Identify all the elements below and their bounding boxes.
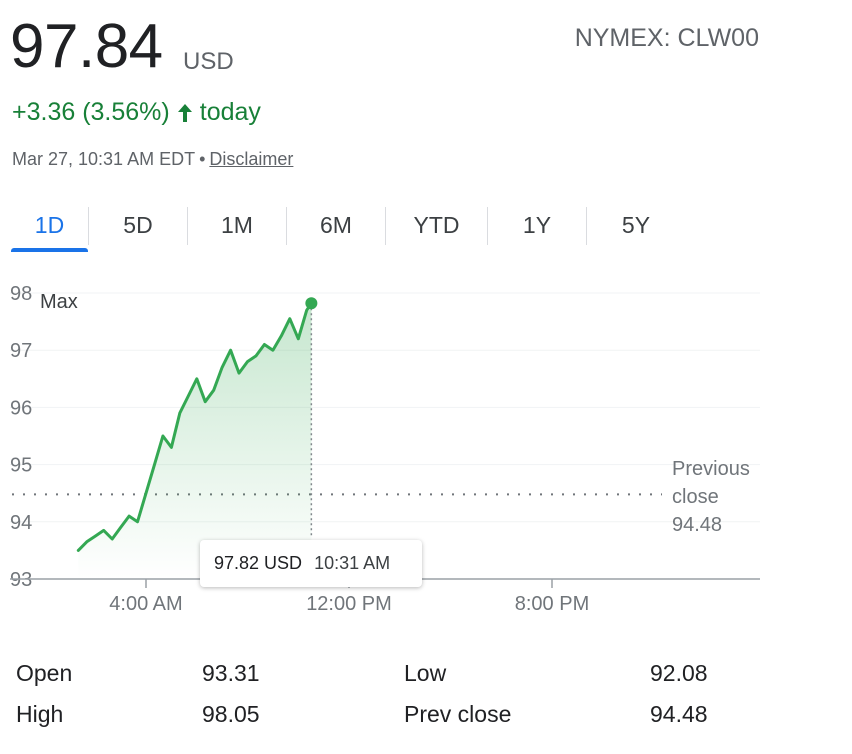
separator-dot: • xyxy=(199,149,206,169)
max-label: Max xyxy=(40,291,78,313)
tab-ytd[interactable]: YTD xyxy=(413,211,460,238)
stat-prev-close-label: Prev close xyxy=(404,701,512,727)
ticker-symbol: NYMEX: CLW00 xyxy=(574,24,759,52)
price-change: +3.36 (3.56%) today xyxy=(12,98,261,127)
currency-label: USD xyxy=(183,48,234,75)
hover-point-marker xyxy=(305,297,318,310)
tab-1m[interactable]: 1M xyxy=(221,211,253,238)
x-tick-label: 8:00 PM xyxy=(515,593,589,615)
change-value: +3.36 (3.56%) xyxy=(12,98,170,126)
time-range-tabs: 1D 5D 1M 6M YTD 1Y 5Y xyxy=(0,200,700,256)
price-area-fill xyxy=(78,303,312,579)
tab-5d[interactable]: 5D xyxy=(123,211,153,238)
x-tick-label: 4:00 AM xyxy=(109,593,182,615)
stat-open-value: 93.31 xyxy=(202,660,260,686)
change-suffix: today xyxy=(199,98,261,126)
x-tick-label: 12:00 PM xyxy=(306,593,392,615)
y-tick-label: 93 xyxy=(10,569,32,591)
tab-6m[interactable]: 6M xyxy=(320,211,352,238)
previous-close-label-line-2: close xyxy=(672,486,719,508)
tab-1y[interactable]: 1Y xyxy=(522,211,552,238)
quote-timestamp-line: Mar 27, 10:31 AM EDT • Disclaimer xyxy=(12,149,293,170)
stat-prev-close-value: 94.48 xyxy=(650,701,708,727)
quote-timestamp: Mar 27, 10:31 AM EDT xyxy=(12,149,196,169)
tooltip-time: 10:31 AM xyxy=(314,553,391,573)
current-price: 97.84 xyxy=(10,12,163,81)
chart-x-axis: 4:00 AM 12:00 PM 8:00 PM xyxy=(109,579,589,615)
tab-divider xyxy=(586,207,587,245)
previous-close-label-line-1: Previous xyxy=(672,458,750,480)
tab-divider xyxy=(385,207,386,245)
tab-5y[interactable]: 5Y xyxy=(621,211,651,238)
y-tick-label: 96 xyxy=(10,397,32,419)
stat-high-label: High xyxy=(16,701,64,727)
hover-tooltip: 97.82 USD 10:31 AM xyxy=(200,540,422,587)
tooltip-price: 97.82 USD xyxy=(214,553,303,573)
y-tick-label: 97 xyxy=(10,340,32,362)
stat-low-value: 92.08 xyxy=(650,660,708,686)
disclaimer-link[interactable]: Disclaimer xyxy=(209,149,294,169)
price-series-line xyxy=(76,301,313,552)
tab-divider xyxy=(88,207,89,245)
chart-y-axis: 93 94 95 96 97 98 xyxy=(10,283,32,591)
y-tick-label: 94 xyxy=(10,512,32,534)
stat-open-label: Open xyxy=(16,660,73,686)
price-chart[interactable]: 93 94 95 96 97 98 Max Previous close 94.48 4:… xyxy=(0,270,852,625)
active-tab-indicator xyxy=(11,248,88,252)
previous-close-label: Previous close 94.48 xyxy=(672,458,750,536)
y-tick-label: 95 xyxy=(10,455,32,477)
tab-divider xyxy=(187,207,188,245)
arrow-up-icon xyxy=(177,103,192,122)
stat-low-label: Low xyxy=(404,660,447,686)
tab-divider xyxy=(286,207,287,245)
tab-1d[interactable]: 1D xyxy=(34,211,65,238)
stat-high-value: 98.05 xyxy=(202,701,260,727)
tab-divider xyxy=(487,207,488,245)
previous-close-label-line-3: 94.48 xyxy=(672,514,722,536)
y-tick-label: 98 xyxy=(10,283,32,305)
chart-gridlines xyxy=(10,292,760,523)
